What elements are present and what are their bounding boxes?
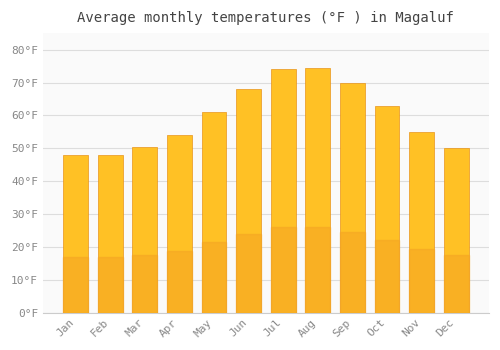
Bar (306, 68, 330, 313)
Bar (236, 89, 261, 313)
Bar (271, 69, 295, 313)
Bar (340, 232, 365, 313)
Bar (306, 227, 330, 313)
Bar (167, 251, 192, 313)
Bar (63, 257, 88, 313)
Bar (167, 135, 192, 313)
Bar (444, 255, 468, 313)
Bar (98, 257, 122, 313)
Bar (132, 254, 158, 313)
Bar (374, 106, 400, 313)
Bar (202, 243, 226, 313)
Bar (132, 147, 158, 313)
Title: Average monthly temperatures (°F ) in Magaluf: Average monthly temperatures (°F ) in Ma… (78, 11, 454, 25)
Bar (63, 155, 88, 313)
Bar (409, 132, 434, 313)
Bar (236, 234, 261, 313)
Bar (409, 249, 434, 313)
Bar (98, 155, 122, 313)
Bar (340, 83, 365, 313)
Bar (374, 240, 400, 313)
Bar (202, 112, 226, 313)
Bar (444, 148, 468, 313)
Bar (271, 228, 295, 313)
